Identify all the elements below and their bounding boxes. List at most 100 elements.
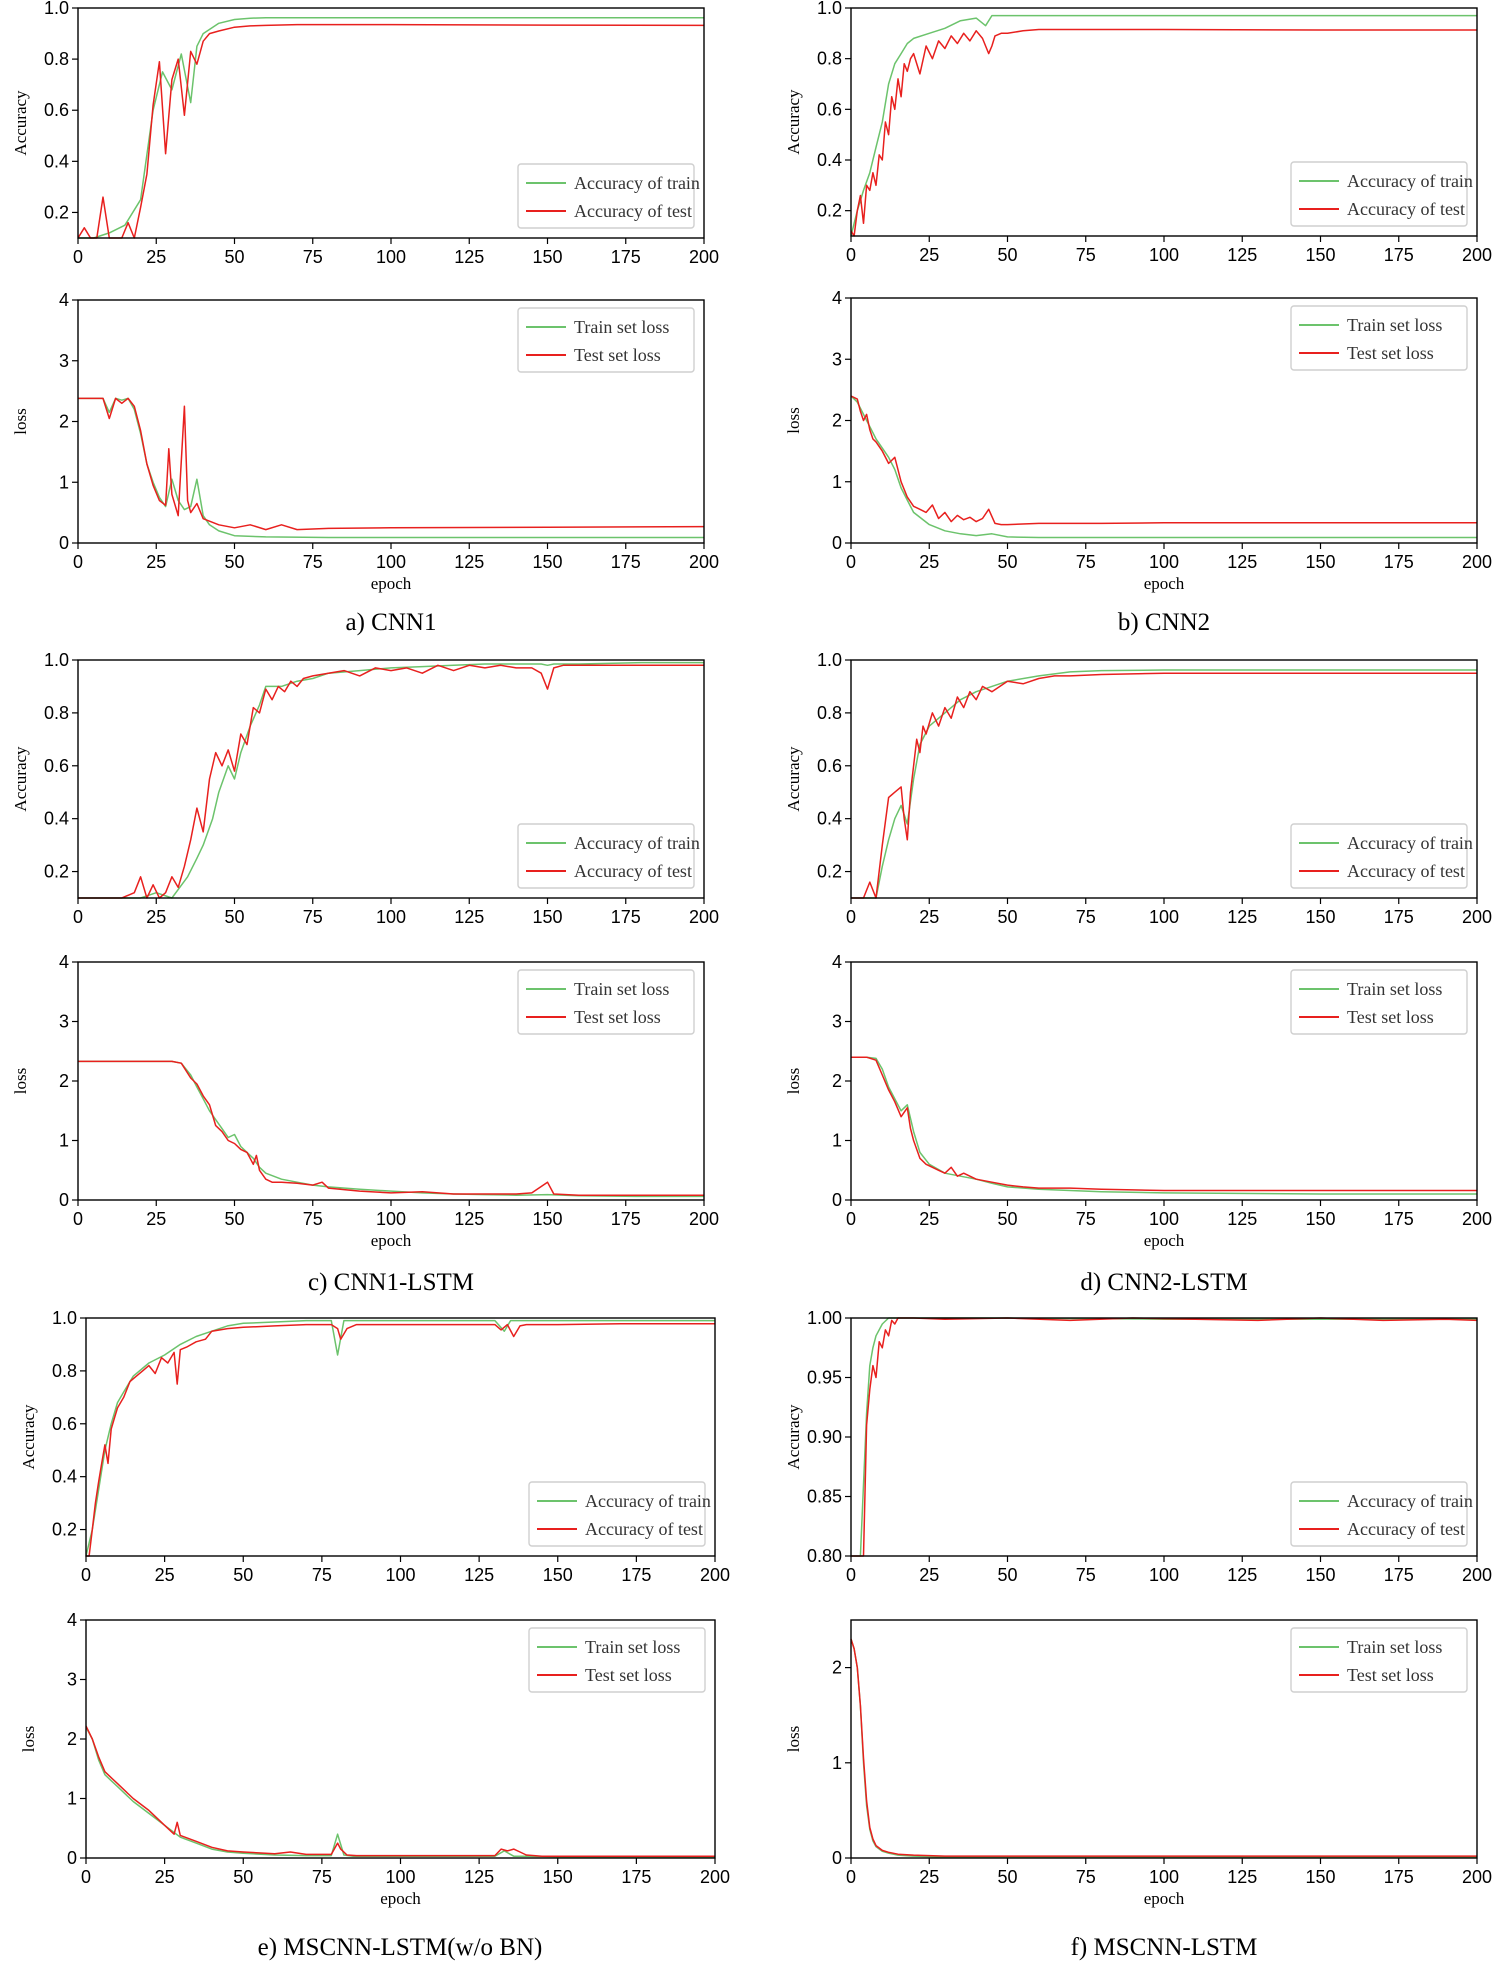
y-tick-label: 0.4 bbox=[817, 150, 842, 170]
loss-ylabel: loss bbox=[19, 1726, 38, 1752]
accuracy-legend: Accuracy of train Accuracy of test bbox=[1290, 1481, 1473, 1547]
y-tick-label: 0.4 bbox=[52, 1467, 77, 1487]
x-tick-label: 150 bbox=[532, 552, 562, 572]
y-tick-label: 1.00 bbox=[807, 1308, 842, 1328]
legend-label: Test set loss bbox=[1347, 1665, 1434, 1685]
train-accuracy-line bbox=[851, 669, 1477, 899]
y-tick-label: 2 bbox=[59, 412, 69, 432]
y-tick-label: 3 bbox=[832, 349, 842, 369]
y-tick-label: 0.4 bbox=[817, 809, 842, 829]
legend-label: Train set loss bbox=[1347, 1637, 1442, 1657]
y-tick-label: 1.0 bbox=[52, 1308, 77, 1328]
y-tick-label: 0.6 bbox=[44, 756, 69, 776]
x-tick-label: 0 bbox=[846, 552, 856, 572]
x-tick-label: 100 bbox=[376, 1209, 406, 1229]
x-tick-label: 150 bbox=[1305, 245, 1335, 265]
train-accuracy-line bbox=[850, 14, 1477, 237]
test-accuracy-line bbox=[86, 1323, 715, 1557]
panel-caption-c: c) CNN1-LSTM bbox=[308, 1269, 474, 1296]
legend-label: Accuracy of test bbox=[574, 861, 692, 881]
x-tick-label: 25 bbox=[146, 247, 166, 267]
x-tick-label: 0 bbox=[846, 1565, 856, 1585]
test-loss-line bbox=[85, 1725, 715, 1857]
x-tick-label: 75 bbox=[303, 907, 323, 927]
y-tick-label: 3 bbox=[59, 1012, 69, 1032]
x-tick-label: 25 bbox=[919, 1867, 939, 1887]
x-tick-label: 0 bbox=[81, 1565, 91, 1585]
x-tick-label: 175 bbox=[611, 1209, 641, 1229]
loss-legend: Train set loss Test set loss bbox=[528, 1627, 706, 1693]
accuracy-plot: 0 25 50 75 100 125 150 175 200 0.2 0.4 0.6 0.8 1.0 Acc… bbox=[784, 0, 1492, 265]
y-tick-label: 0.6 bbox=[817, 756, 842, 776]
legend-label: Test set loss bbox=[574, 345, 661, 365]
y-tick-label: 0.2 bbox=[52, 1520, 77, 1540]
y-tick-label: 0.8 bbox=[44, 49, 69, 69]
y-tick-label: 0.4 bbox=[44, 151, 69, 171]
accuracy-legend: Accuracy of train Accuracy of test bbox=[517, 823, 700, 889]
y-tick-label: 1.0 bbox=[817, 0, 842, 18]
legend-label: Accuracy of train bbox=[1347, 833, 1473, 853]
x-tick-label: 0 bbox=[73, 247, 83, 267]
x-tick-label: 25 bbox=[919, 907, 939, 927]
x-tick-label: 175 bbox=[1384, 552, 1414, 572]
x-tick-label: 75 bbox=[1076, 1209, 1096, 1229]
x-tick-label: 200 bbox=[1462, 245, 1492, 265]
x-tick-label: 125 bbox=[1227, 1867, 1257, 1887]
x-tick-label: 125 bbox=[1227, 1565, 1257, 1585]
y-tick-label: 0 bbox=[59, 533, 69, 553]
x-tick-label: 150 bbox=[532, 1209, 562, 1229]
x-tick-label: 0 bbox=[846, 1867, 856, 1887]
x-tick-label: 150 bbox=[1305, 552, 1335, 572]
x-tick-label: 175 bbox=[1384, 245, 1414, 265]
x-tick-label: 25 bbox=[146, 552, 166, 572]
epoch-xlabel: epoch bbox=[380, 1889, 421, 1908]
test-accuracy-line bbox=[851, 672, 1477, 899]
y-tick-label: 4 bbox=[832, 288, 842, 308]
x-tick-label: 125 bbox=[454, 552, 484, 572]
accuracy-ylabel: Accuracy bbox=[784, 1404, 803, 1470]
x-tick-label: 200 bbox=[700, 1565, 730, 1585]
x-tick-label: 200 bbox=[689, 1209, 719, 1229]
y-tick-label: 4 bbox=[67, 1610, 77, 1630]
y-tick-label: 0 bbox=[832, 1190, 842, 1210]
x-tick-label: 200 bbox=[1462, 1565, 1492, 1585]
x-tick-label: 200 bbox=[1462, 907, 1492, 927]
x-tick-label: 75 bbox=[1076, 1565, 1096, 1585]
y-tick-label: 0.85 bbox=[807, 1487, 842, 1507]
accuracy-ylabel: Accuracy bbox=[11, 746, 30, 812]
y-tick-label: 1 bbox=[59, 1131, 69, 1151]
y-tick-label: 0.8 bbox=[817, 703, 842, 723]
y-tick-label: 1.0 bbox=[817, 650, 842, 670]
accuracy-plot: 0 25 50 75 100 125 150 175 200 0.80 0.85 0.90 0.95 1.… bbox=[784, 1308, 1492, 1585]
y-tick-label: 0.6 bbox=[52, 1414, 77, 1434]
y-tick-label: 0.2 bbox=[44, 862, 69, 882]
test-loss-line bbox=[78, 1060, 704, 1196]
x-tick-label: 75 bbox=[303, 1209, 323, 1229]
panel-caption-e: e) MSCNN-LSTM(w/o BN) bbox=[258, 1934, 543, 1961]
legend-label: Test set loss bbox=[574, 1007, 661, 1027]
x-tick-label: 25 bbox=[155, 1867, 175, 1887]
y-tick-label: 0.80 bbox=[807, 1546, 842, 1566]
train-accuracy-line bbox=[85, 1319, 715, 1557]
y-tick-label: 2 bbox=[59, 1071, 69, 1091]
x-tick-label: 150 bbox=[532, 907, 562, 927]
x-tick-label: 175 bbox=[1384, 1209, 1414, 1229]
x-tick-label: 75 bbox=[303, 552, 323, 572]
test-loss-line bbox=[850, 1638, 1477, 1857]
epoch-xlabel: epoch bbox=[371, 1231, 412, 1250]
x-tick-label: 100 bbox=[385, 1867, 415, 1887]
y-tick-label: 2 bbox=[832, 1071, 842, 1091]
x-tick-label: 75 bbox=[1076, 552, 1096, 572]
x-tick-label: 100 bbox=[1149, 245, 1179, 265]
accuracy-plot: 0 25 50 75 100 125 150 175 200 0.2 0.4 0.6 0.8 1.0 Acc… bbox=[11, 650, 719, 927]
accuracy-legend: Accuracy of train Accuracy of test bbox=[517, 163, 700, 229]
y-tick-label: 1 bbox=[832, 1131, 842, 1151]
loss-ylabel: loss bbox=[11, 408, 30, 434]
y-tick-label: 0.6 bbox=[44, 100, 69, 120]
y-tick-label: 1 bbox=[832, 1753, 842, 1773]
accuracy-legend: Accuracy of train Accuracy of test bbox=[1290, 161, 1473, 227]
legend-label: Train set loss bbox=[1347, 315, 1442, 335]
x-tick-label: 100 bbox=[1149, 1565, 1179, 1585]
train-loss-line bbox=[850, 395, 1477, 539]
accuracy-ylabel: Accuracy bbox=[19, 1404, 38, 1470]
